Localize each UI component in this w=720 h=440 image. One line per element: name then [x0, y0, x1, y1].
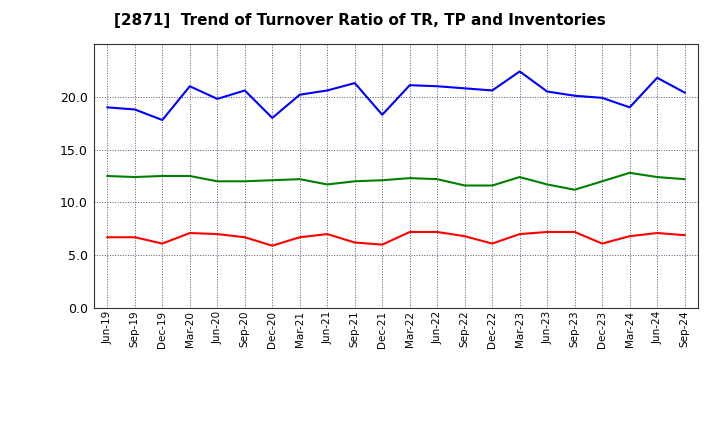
Inventories — [460, 183, 469, 188]
Inventories — [268, 178, 276, 183]
Inventories — [653, 174, 662, 180]
Trade Receivables — [351, 240, 359, 245]
Trade Receivables — [488, 241, 497, 246]
Trade Payables — [433, 84, 441, 89]
Trade Payables — [351, 81, 359, 86]
Trade Payables — [460, 86, 469, 91]
Trade Payables — [186, 84, 194, 89]
Inventories — [378, 178, 387, 183]
Text: [2871]  Trend of Turnover Ratio of TR, TP and Inventories: [2871] Trend of Turnover Ratio of TR, TP… — [114, 13, 606, 28]
Inventories — [680, 176, 689, 182]
Trade Receivables — [680, 232, 689, 238]
Trade Receivables — [240, 235, 249, 240]
Trade Receivables — [460, 234, 469, 239]
Inventories — [626, 170, 634, 176]
Trade Receivables — [378, 242, 387, 247]
Inventories — [158, 173, 166, 179]
Inventories — [130, 174, 139, 180]
Trade Payables — [598, 95, 606, 100]
Line: Trade Receivables: Trade Receivables — [107, 232, 685, 246]
Inventories — [516, 174, 524, 180]
Trade Receivables — [543, 229, 552, 235]
Trade Payables — [570, 93, 579, 99]
Line: Trade Payables: Trade Payables — [107, 71, 685, 120]
Trade Receivables — [626, 234, 634, 239]
Trade Payables — [488, 88, 497, 93]
Trade Receivables — [405, 229, 414, 235]
Trade Payables — [626, 105, 634, 110]
Trade Payables — [680, 90, 689, 95]
Trade Receivables — [213, 231, 222, 237]
Inventories — [433, 176, 441, 182]
Trade Payables — [268, 115, 276, 121]
Trade Receivables — [103, 235, 112, 240]
Inventories — [103, 173, 112, 179]
Trade Receivables — [323, 231, 332, 237]
Trade Payables — [378, 112, 387, 117]
Inventories — [405, 176, 414, 181]
Inventories — [351, 179, 359, 184]
Trade Receivables — [598, 241, 606, 246]
Inventories — [295, 176, 304, 182]
Trade Payables — [103, 105, 112, 110]
Trade Receivables — [295, 235, 304, 240]
Inventories — [213, 179, 222, 184]
Inventories — [240, 179, 249, 184]
Trade Payables — [130, 107, 139, 112]
Trade Payables — [213, 96, 222, 102]
Trade Receivables — [130, 235, 139, 240]
Trade Payables — [653, 75, 662, 81]
Trade Receivables — [268, 243, 276, 248]
Trade Payables — [323, 88, 332, 93]
Trade Payables — [516, 69, 524, 74]
Trade Payables — [240, 88, 249, 93]
Inventories — [323, 182, 332, 187]
Trade Receivables — [433, 229, 441, 235]
Inventories — [186, 173, 194, 179]
Trade Payables — [543, 89, 552, 94]
Trade Receivables — [158, 241, 166, 246]
Inventories — [598, 179, 606, 184]
Trade Payables — [405, 83, 414, 88]
Inventories — [543, 182, 552, 187]
Trade Receivables — [186, 231, 194, 236]
Trade Payables — [158, 117, 166, 123]
Inventories — [570, 187, 579, 192]
Trade Receivables — [570, 229, 579, 235]
Trade Receivables — [516, 231, 524, 237]
Inventories — [488, 183, 497, 188]
Line: Inventories: Inventories — [107, 173, 685, 190]
Trade Receivables — [653, 231, 662, 236]
Trade Payables — [295, 92, 304, 97]
